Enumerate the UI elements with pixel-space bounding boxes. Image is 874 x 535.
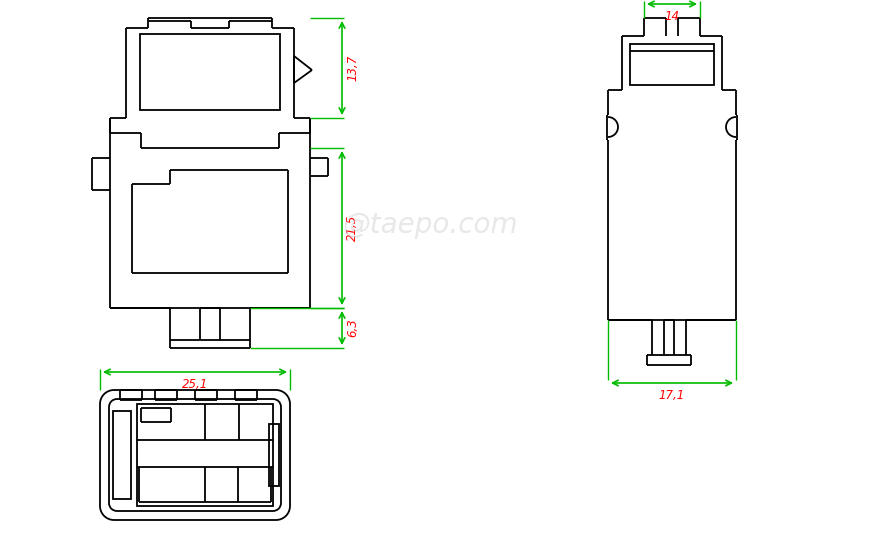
Text: 14: 14: [664, 10, 679, 23]
Text: @taepo.com: @taepo.com: [343, 211, 517, 239]
Bar: [269, 424, 279, 486]
Text: 21,5: 21,5: [346, 215, 359, 241]
Text: 17,1: 17,1: [659, 389, 685, 402]
Text: 13,7: 13,7: [346, 55, 359, 81]
Bar: [630, 44, 714, 85]
Bar: [137, 404, 273, 506]
Text: 6,3: 6,3: [346, 319, 359, 338]
Bar: [113, 411, 131, 499]
Bar: [140, 34, 280, 110]
Text: 25,1: 25,1: [182, 378, 208, 391]
